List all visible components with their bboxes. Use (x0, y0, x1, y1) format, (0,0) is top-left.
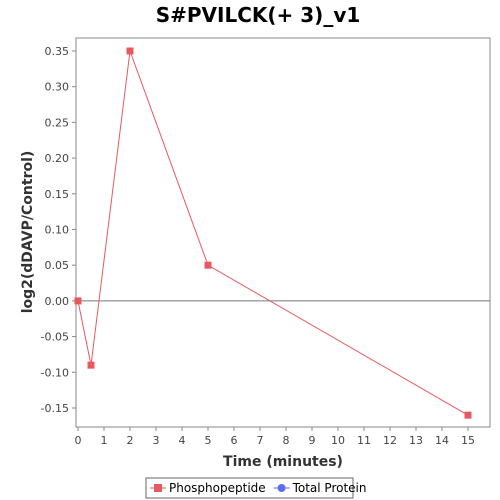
y-tick-label: 0.05 (45, 259, 70, 272)
x-tick-label: 5 (205, 434, 212, 447)
data-point (74, 297, 82, 305)
y-tick-label: 0.25 (45, 116, 70, 129)
y-tick-label: 0.35 (45, 45, 70, 58)
x-tick-label: 3 (153, 434, 160, 447)
x-tick-label: 1 (101, 434, 108, 447)
legend-label: Total Protein (292, 481, 367, 495)
data-point (204, 261, 212, 269)
x-tick-label: 9 (309, 434, 316, 447)
x-tick-label: 2 (127, 434, 134, 447)
y-tick-label: 0.20 (45, 152, 70, 165)
legend: Phosphopeptide Total Protein (145, 477, 367, 499)
y-tick-label: 0.10 (45, 224, 70, 237)
y-tick-label: 0.30 (45, 81, 70, 94)
data-point (126, 47, 134, 55)
series-line-phosphopeptide (77, 50, 469, 416)
x-tick-label: 14 (435, 434, 449, 447)
data-point (87, 361, 95, 369)
x-axis-title: Time (minutes) (223, 454, 343, 470)
x-tick-label: 4 (179, 434, 186, 447)
legend-marker (154, 484, 162, 492)
x-tick-label: 8 (283, 434, 290, 447)
x-tick-label: 15 (461, 434, 475, 447)
x-tick-label: 12 (383, 434, 397, 447)
y-tick-label: 0.15 (45, 188, 70, 201)
y-tick-label: -0.05 (41, 331, 69, 344)
x-tick-label: 0 (75, 434, 82, 447)
chart-title: S#PVILCK(+ 3)_v1 (156, 3, 361, 27)
legend-marker (277, 484, 286, 492)
y-tick-label: 0.00 (45, 295, 70, 308)
x-tick-label: 13 (409, 434, 423, 447)
legend-box (145, 477, 354, 499)
data-point (464, 411, 472, 419)
x-tick-label: 10 (331, 434, 345, 447)
y-axis: -0.15 -0.10 -0.05 0.00 0.05 0.10 0.15 0.20 0.25 0… (41, 45, 76, 415)
legend-label: Phosphopeptide (169, 481, 266, 495)
x-tick-label: 6 (231, 434, 238, 447)
plot-area (75, 37, 491, 428)
x-tick-label: 11 (357, 434, 371, 447)
x-tick-label: 7 (257, 434, 264, 447)
y-axis-title: log2(dDAVP/Control) (20, 151, 36, 314)
series-layer (74, 47, 472, 419)
x-axis: 0 1 2 3 4 5 6 7 8 9 10 11 12 13 14 15 (75, 427, 475, 447)
y-tick-label: -0.15 (41, 402, 69, 415)
y-tick-label: -0.10 (41, 366, 69, 379)
